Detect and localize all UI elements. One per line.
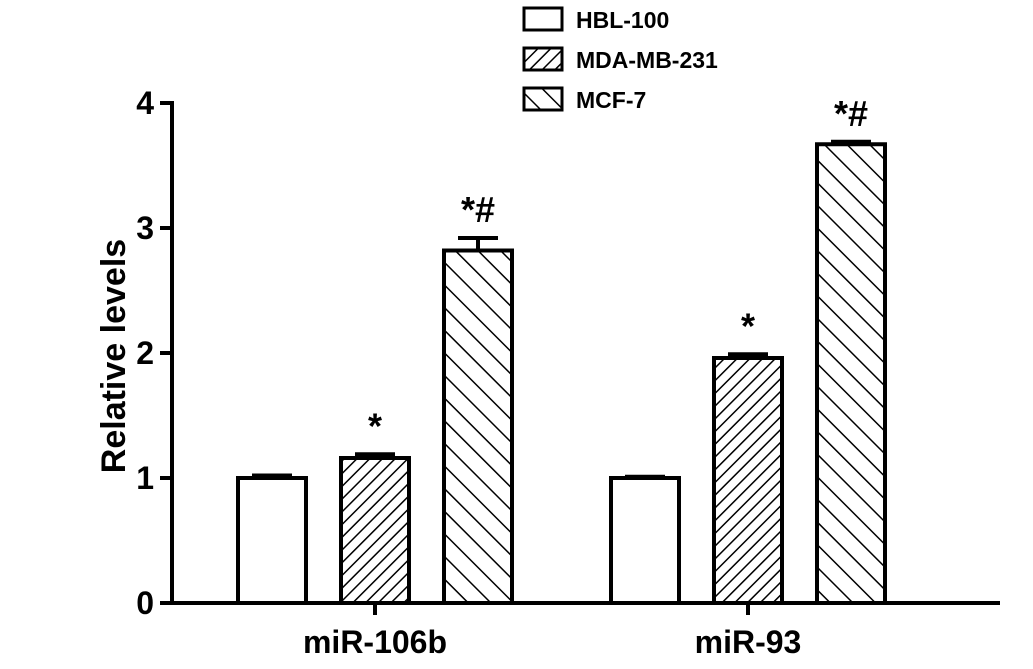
- bars: * *# * *#: [236, 93, 887, 605]
- y-axis-title: Relative levels: [95, 239, 133, 473]
- y-tick-label: 3: [136, 210, 154, 246]
- y-tick-label: 2: [136, 335, 154, 371]
- legend: HBL-100 MDA-MB-231 MCF-7: [522, 6, 718, 113]
- bar: [609, 476, 681, 605]
- y-tick-label: 0: [136, 585, 154, 621]
- x-axis: miR-106b miR-93: [170, 601, 1000, 660]
- y-tick-label: 4: [136, 85, 154, 121]
- significance-label: *: [368, 405, 382, 446]
- y-axis: 0 1 2 3 4: [136, 85, 174, 621]
- significance-label: *#: [461, 189, 495, 230]
- bar: [339, 456, 411, 605]
- legend-swatch: [522, 46, 564, 72]
- bar: [442, 248, 514, 605]
- legend-label: HBL-100: [576, 7, 669, 33]
- legend-label: MCF-7: [576, 87, 646, 113]
- legend-swatch: [522, 6, 564, 32]
- bar: [712, 356, 784, 605]
- legend-label: MDA-MB-231: [576, 47, 718, 73]
- category-label: miR-106b: [303, 624, 447, 660]
- significance-label: *#: [834, 93, 868, 134]
- bar: [815, 142, 887, 605]
- bar: [236, 476, 308, 605]
- category-label: miR-93: [695, 624, 802, 660]
- y-tick-label: 1: [136, 460, 154, 496]
- legend-swatch: [522, 86, 564, 112]
- significance-label: *: [741, 305, 755, 346]
